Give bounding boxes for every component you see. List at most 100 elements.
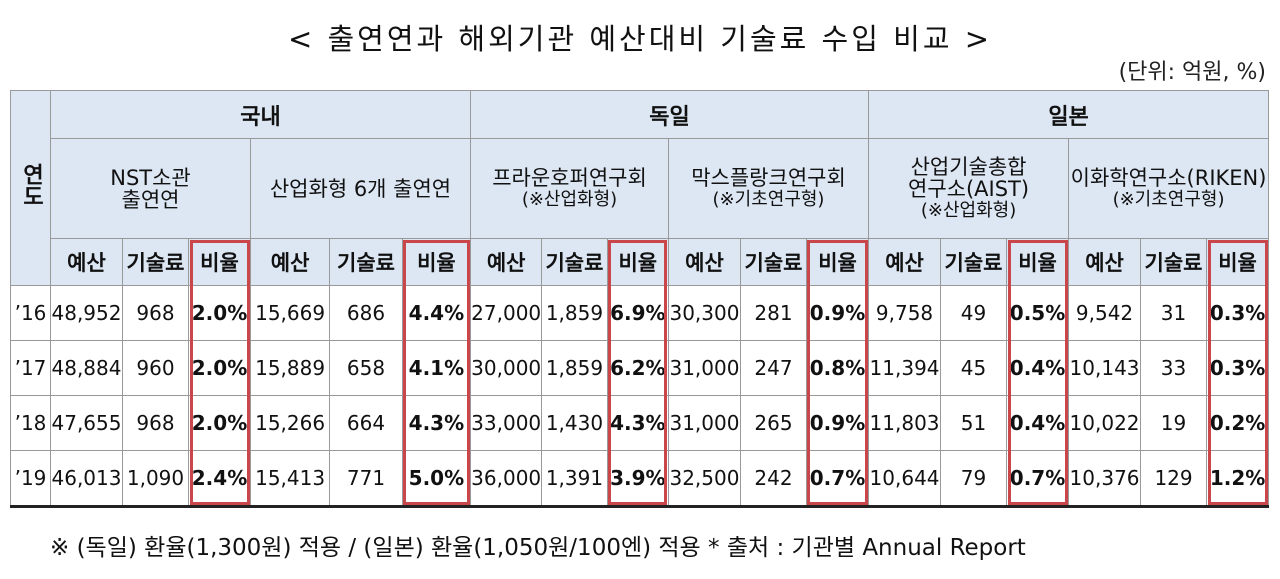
data-cell: 4.1%: [401, 340, 472, 396]
data-cell: 281: [739, 285, 807, 341]
data-cell: 1,859: [541, 340, 608, 396]
group-header-line: 이화학연구소(RIKEN): [1070, 165, 1267, 190]
data-cell: 0.7%: [1006, 450, 1070, 508]
year-cell: ’18: [10, 395, 51, 451]
header-row: 예산 기술료 비율 예산 기술료 비율 예산 기술료 비율 예산 기술료 비율 예산 기술료 비율 예산 기술료…: [11, 238, 1270, 286]
column-header: 비율: [805, 238, 870, 286]
data-cell: 9,542: [1068, 285, 1142, 341]
data-cell: 0.3%: [1206, 340, 1270, 396]
data-cell: 31,000: [667, 340, 741, 396]
group-header-line: (※산업화형): [920, 199, 1017, 221]
data-cell: 0.4%: [1006, 395, 1070, 451]
data-row: ’17 48,884 960 2.0% 15,889 658 4.1% 30,000 1,859…: [10, 340, 1270, 396]
data-cell: 49: [940, 285, 1008, 341]
data-cell: 129: [1140, 450, 1208, 508]
data-cell: 6.2%: [606, 340, 669, 396]
data-cell: 968: [122, 395, 189, 451]
data-cell: 0.9%: [805, 285, 870, 341]
year-header: 연도: [10, 90, 51, 286]
data-cell: 6.9%: [606, 285, 669, 341]
data-cell: 10,376: [1068, 450, 1142, 508]
group-header-line: NST소관: [110, 165, 191, 190]
column-header: 예산: [868, 238, 942, 286]
column-header: 비율: [1006, 238, 1070, 286]
footnote: ※ (독일) 환율(1,300원) 적용 / (일본) 환율(1,050원/10…: [50, 535, 1026, 561]
data-cell: 4.3%: [401, 395, 472, 451]
data-cell: 31,000: [667, 395, 741, 451]
data-cell: 5.0%: [401, 450, 472, 508]
data-cell: 0.4%: [1006, 340, 1070, 396]
column-header: 기술료: [541, 238, 608, 286]
group-header-line: 출연연: [121, 187, 180, 212]
data-row: ’18 47,655 968 2.0% 15,266 664 4.3% 33,000 1,430…: [10, 395, 1270, 451]
year-header-text: 연도: [18, 163, 44, 207]
data-cell: 0.5%: [1006, 285, 1070, 341]
data-cell: 968: [122, 285, 189, 341]
group-header: 이화학연구소(RIKEN) (※기초연구형): [1068, 138, 1270, 239]
data-cell: 960: [122, 340, 189, 396]
column-header: 예산: [249, 238, 331, 286]
data-cell: 1,430: [541, 395, 608, 451]
group-header-line: 연구소(AIST): [908, 176, 1030, 201]
column-header: 기술료: [739, 238, 807, 286]
column-header: 비율: [606, 238, 669, 286]
year-cell: ’17: [10, 340, 51, 396]
data-row: ’16 48,952 968 2.0% 15,669 686 4.4% 27,000 1,859…: [10, 285, 1270, 341]
data-cell: 11,394: [868, 340, 942, 396]
title: < 출연연과 해외기관 예산대비 기술료 수입 비교 >: [287, 22, 993, 56]
group-header-line: (※기초연구형): [1112, 188, 1225, 210]
data-cell: 10,022: [1068, 395, 1142, 451]
data-cell: 0.8%: [805, 340, 870, 396]
unit: (단위: 억원, %): [1118, 60, 1266, 85]
data-cell: 47,655: [50, 395, 123, 451]
data-cell: 15,413: [249, 450, 331, 508]
data-cell: 771: [329, 450, 403, 508]
data-cell: 1,391: [541, 450, 608, 508]
group-header: 막스플랑크연구회 (※기초연구형): [667, 138, 870, 239]
data-cell: 686: [329, 285, 403, 341]
data-cell: 9,758: [868, 285, 942, 341]
year-cell: ’19: [10, 450, 51, 508]
group-header-line: 프라운호퍼연구회: [492, 165, 647, 190]
group-header-line: 산업화형 6개 출연연: [269, 176, 452, 201]
data-cell: 0.7%: [805, 450, 870, 508]
data-cell: 15,669: [249, 285, 331, 341]
data-cell: 15,889: [249, 340, 331, 396]
column-header: 기술료: [940, 238, 1008, 286]
group-header: 산업화형 6개 출연연: [249, 138, 472, 239]
data-cell: 265: [739, 395, 807, 451]
group-header: 프라운호퍼연구회 (※산업화형): [470, 138, 669, 239]
data-cell: 31: [1140, 285, 1208, 341]
column-header: 예산: [470, 238, 543, 286]
data-cell: 45: [940, 340, 1008, 396]
data-cell: 10,143: [1068, 340, 1142, 396]
data-cell: 242: [739, 450, 807, 508]
data-cell: 15,266: [249, 395, 331, 451]
group-header-line: (※산업화형): [521, 188, 618, 210]
data-cell: 79: [940, 450, 1008, 508]
data-cell: 1,090: [122, 450, 189, 508]
data-row: ’19 46,013 1,090 2.4% 15,413 771 5.0% 36,000 1,3…: [10, 450, 1270, 508]
region-header: 독일: [470, 90, 870, 139]
data-cell: 247: [739, 340, 807, 396]
data-cell: 48,952: [50, 285, 123, 341]
data-cell: 30,300: [667, 285, 741, 341]
data-cell: 11,803: [868, 395, 942, 451]
data-cell: 1,859: [541, 285, 608, 341]
data-cell: 0.9%: [805, 395, 870, 451]
data-cell: 48,884: [50, 340, 123, 396]
group-header-line: 막스플랑크연구회: [691, 165, 846, 190]
data-cell: 51: [940, 395, 1008, 451]
data-cell: 19: [1140, 395, 1208, 451]
group-header-line: 산업기술총합: [910, 154, 1027, 179]
data-cell: 2.0%: [188, 285, 251, 341]
data-cell: 2.0%: [188, 340, 251, 396]
column-header: 기술료: [122, 238, 189, 286]
column-header: 기술료: [329, 238, 403, 286]
column-header: 예산: [1068, 238, 1142, 286]
group-header: NST소관 출연연: [50, 138, 251, 239]
data-cell: 33: [1140, 340, 1208, 396]
region-header: 국내: [49, 90, 472, 139]
data-cell: 36,000: [470, 450, 543, 508]
